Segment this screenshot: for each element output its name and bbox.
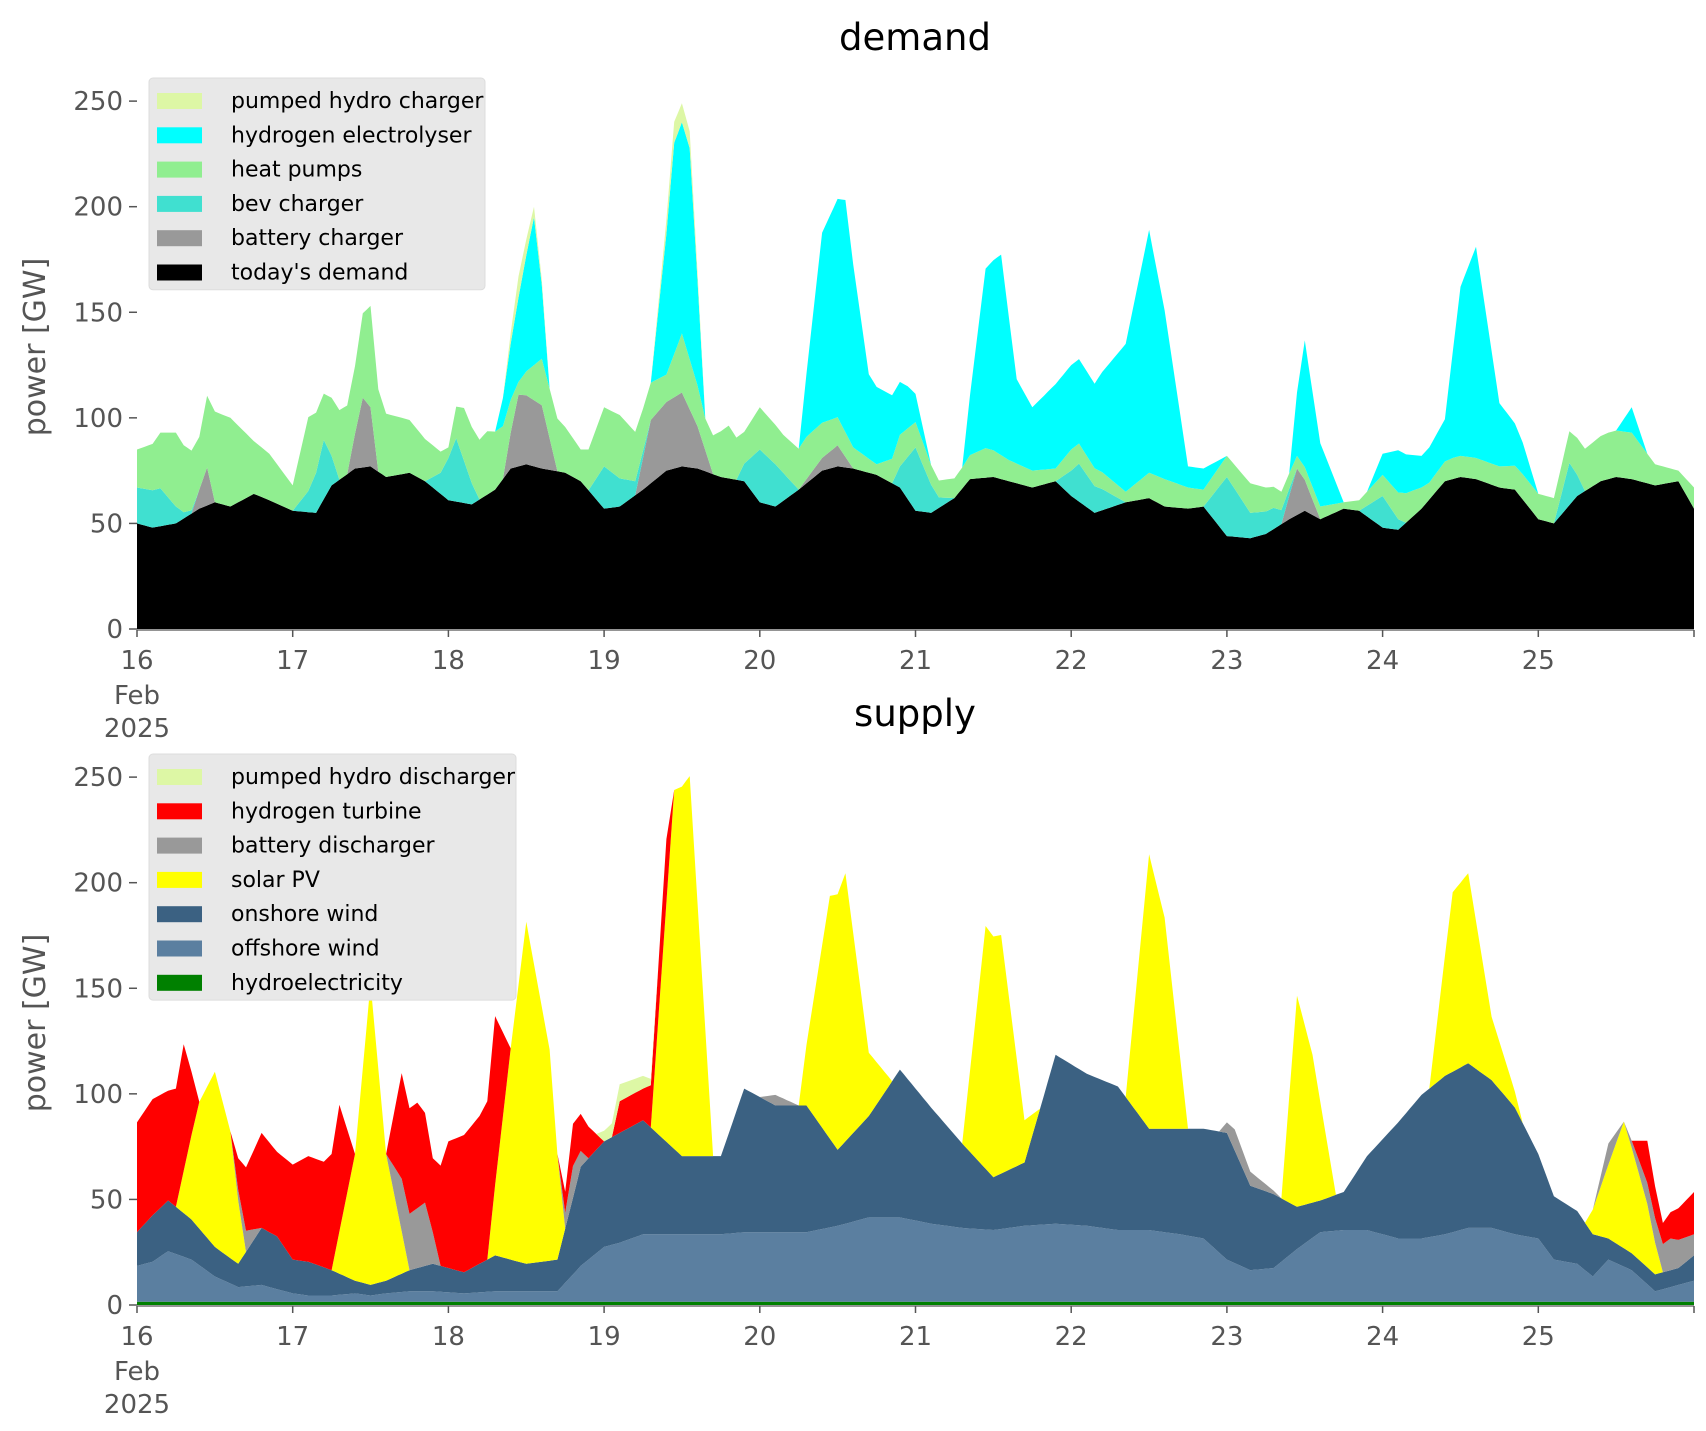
legend-label: battery charger bbox=[231, 226, 404, 251]
legend-box bbox=[148, 753, 517, 1001]
legend-swatch bbox=[157, 974, 202, 991]
x-tick-label: 20 bbox=[743, 646, 776, 676]
legend-swatch bbox=[157, 230, 202, 247]
legend-swatch bbox=[157, 769, 202, 785]
y-tick-label: 150 bbox=[73, 298, 123, 328]
y-tick-label: 100 bbox=[73, 1080, 123, 1110]
x-tick-label: 16 bbox=[120, 1322, 153, 1352]
x-tick-label: 25 bbox=[1522, 1322, 1555, 1352]
legend-swatch bbox=[157, 127, 202, 144]
legend-label: today's demand bbox=[231, 261, 408, 286]
legend-swatch bbox=[157, 837, 202, 854]
legend-label: pumped hydro discharger bbox=[231, 765, 516, 790]
legend-swatch bbox=[157, 803, 202, 820]
x-tick-label: 17 bbox=[276, 646, 309, 676]
legend-swatch bbox=[157, 264, 202, 281]
axes: 0 50 100 150 200 250 16 17 18 19 20 21 22 23 24 25 Feb20… bbox=[73, 87, 1695, 744]
axes: 0 50 100 150 200 250 16 17 18 19 20 21 22 23 24 25 Feb20… bbox=[73, 763, 1695, 1420]
area-series bbox=[137, 305, 1694, 524]
x-tick-label: 22 bbox=[1055, 1322, 1088, 1352]
legend: pumped hydro discharger hydrogen turbine b… bbox=[148, 753, 517, 1001]
x-tick-label: 24 bbox=[1366, 1322, 1399, 1352]
x-tick-label: 21 bbox=[899, 646, 932, 676]
legend-label: pumped hydro charger bbox=[231, 89, 484, 114]
legend-box bbox=[148, 77, 486, 291]
legend: pumped hydro charger hydrogen electrolyse… bbox=[148, 77, 486, 291]
legend-label: solar PV bbox=[231, 868, 320, 893]
area-series bbox=[137, 464, 1694, 629]
x-tick-label: 18 bbox=[432, 1322, 465, 1352]
legend-label: heat pumps bbox=[231, 158, 362, 183]
x-tick-label: 23 bbox=[1210, 646, 1243, 676]
y-axis-label: power [GW] bbox=[18, 934, 53, 1113]
x-tick-label: 18 bbox=[432, 646, 465, 676]
area-series bbox=[137, 392, 1694, 539]
chart-title: demand bbox=[839, 16, 991, 59]
x-tick-label: 16 bbox=[120, 646, 153, 676]
y-tick-label: 250 bbox=[73, 763, 123, 793]
x-tick-label: 20 bbox=[743, 1322, 776, 1352]
area-layer bbox=[137, 103, 1694, 629]
supply-panel: supply power [GW] 0 50 100 150 200 250 16 17 18 1… bbox=[18, 692, 1695, 1420]
y-tick-label: 200 bbox=[73, 193, 123, 223]
x-tick-label: 19 bbox=[588, 1322, 621, 1352]
area-series bbox=[137, 1217, 1694, 1302]
x-tick-label: 19 bbox=[588, 646, 621, 676]
x-tick-label: 23 bbox=[1210, 1322, 1243, 1352]
y-axis-label: power [GW] bbox=[18, 258, 53, 437]
x-tick-label-extra: 2025 bbox=[104, 714, 170, 744]
x-tick-label: 22 bbox=[1055, 646, 1088, 676]
demand-panel: demand power [GW] 0 50 100 150 200 250 16 17 18 1… bbox=[18, 16, 1695, 744]
y-tick-label: 0 bbox=[106, 1291, 123, 1321]
legend-label: hydroelectricity bbox=[231, 971, 403, 996]
x-tick-label: 24 bbox=[1366, 646, 1399, 676]
legend-swatch bbox=[157, 93, 202, 109]
legend-swatch bbox=[157, 161, 202, 178]
legend-swatch bbox=[157, 906, 202, 923]
legend-swatch bbox=[157, 195, 202, 212]
area-series bbox=[137, 392, 1694, 539]
x-tick-label-extra: 2025 bbox=[104, 1390, 170, 1420]
y-tick-label: 0 bbox=[106, 615, 123, 645]
area-series bbox=[137, 1054, 1694, 1296]
chart-title: supply bbox=[854, 692, 976, 735]
y-tick-label: 200 bbox=[73, 869, 123, 899]
legend-label: bev charger bbox=[231, 192, 364, 217]
area-layer bbox=[137, 776, 1694, 1305]
area-series bbox=[137, 122, 1694, 507]
x-tick-label: 25 bbox=[1522, 646, 1555, 676]
x-tick-label-extra: Feb bbox=[114, 681, 160, 711]
x-tick-label-extra: Feb bbox=[114, 1357, 160, 1387]
y-tick-label: 150 bbox=[73, 974, 123, 1004]
legend-swatch bbox=[157, 871, 202, 888]
legend-label: offshore wind bbox=[231, 937, 380, 962]
y-tick-label: 50 bbox=[90, 1185, 123, 1215]
y-tick-label: 100 bbox=[73, 404, 123, 434]
x-tick-label: 17 bbox=[276, 1322, 309, 1352]
area-series bbox=[137, 776, 1694, 1285]
legend-label: hydrogen electrolyser bbox=[231, 123, 472, 148]
x-tick-label: 21 bbox=[899, 1322, 932, 1352]
area-series bbox=[137, 1301, 1694, 1305]
legend-label: battery discharger bbox=[231, 834, 436, 859]
area-series bbox=[137, 776, 1694, 1273]
y-tick-label: 250 bbox=[73, 87, 123, 117]
legend-label: onshore wind bbox=[231, 902, 378, 927]
legend-label: hydrogen turbine bbox=[231, 799, 422, 824]
legend-swatch bbox=[157, 940, 202, 957]
y-tick-label: 50 bbox=[90, 509, 123, 539]
